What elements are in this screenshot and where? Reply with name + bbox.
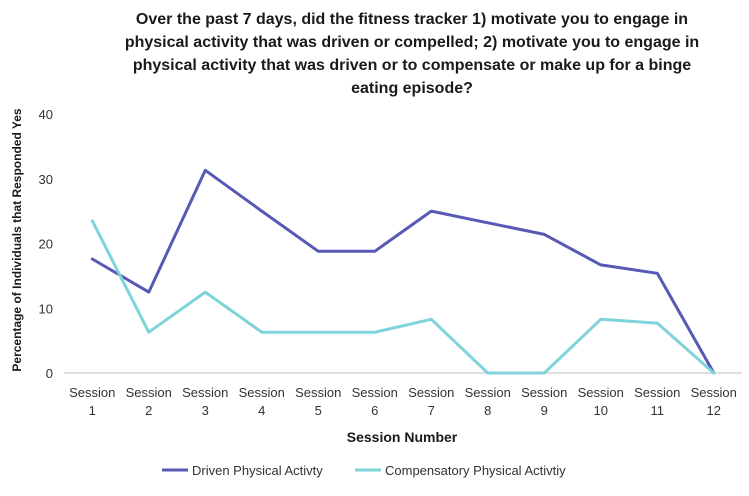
series-line-2	[90, 219, 716, 375]
x-tick-label: Session 2	[126, 385, 172, 418]
x-tick-label: Session 5	[295, 385, 341, 418]
y-axis-title: Percentage of Individuals that Responded…	[10, 108, 24, 372]
legend-label: Compensatory Physical Activtiy	[385, 463, 566, 478]
x-axis-ticks: Session 1 Session 2 Session 3 Session 4 Session 5…	[69, 385, 737, 418]
x-tick-label: Session 1	[69, 385, 115, 418]
chart-title-line: physical activity that was driven or to …	[133, 57, 691, 74]
y-tick-label: 30	[39, 172, 53, 187]
y-axis-ticks: 0 10 20 30 40	[39, 107, 53, 381]
x-tick-label: Session 11	[634, 385, 680, 418]
chart-title-line: eating episode?	[351, 80, 473, 97]
x-tick-label: Session 10	[578, 385, 624, 418]
chart-title: Over the past 7 days, did the fitness tr…	[125, 11, 699, 97]
x-tick-label: Session 6	[352, 385, 398, 418]
x-tick-label: Session 8	[465, 385, 511, 418]
x-tick-label: Session 9	[521, 385, 567, 418]
legend: Driven Physical Activty Compensatory Phys…	[162, 463, 566, 478]
x-tick-label: Session 3	[182, 385, 228, 418]
x-tick-label: Session 7	[408, 385, 454, 418]
y-tick-label: 10	[39, 301, 53, 316]
legend-label: Driven Physical Activty	[192, 463, 323, 478]
x-tick-label: Session 4	[239, 385, 285, 418]
y-tick-label: 40	[39, 107, 53, 122]
series-lines	[90, 168, 716, 375]
chart-title-line: Over the past 7 days, did the fitness tr…	[136, 11, 688, 28]
y-tick-label: 20	[39, 237, 53, 252]
y-tick-label: 0	[46, 366, 53, 381]
series-line-1	[90, 168, 716, 375]
x-axis-title: Session Number	[347, 429, 458, 445]
x-tick-label: Session 12	[691, 385, 737, 418]
chart-title-line: physical activity that was driven or com…	[125, 34, 699, 51]
